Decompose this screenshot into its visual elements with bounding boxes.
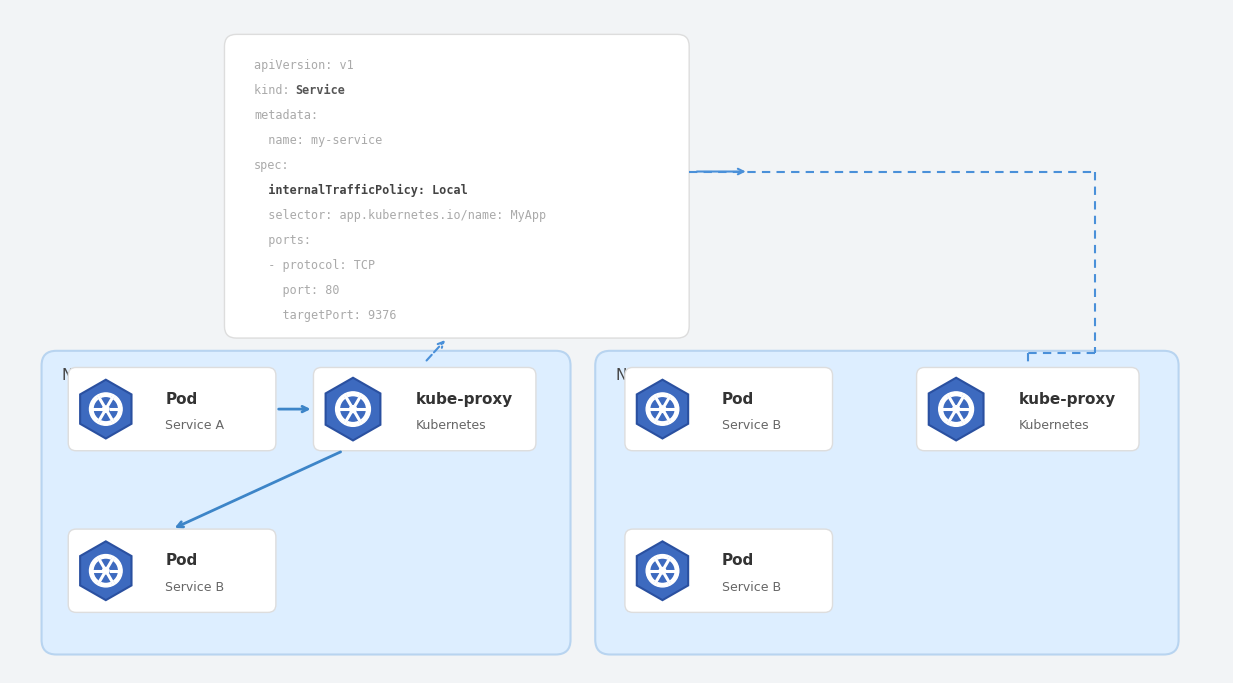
Circle shape (349, 405, 358, 413)
FancyBboxPatch shape (313, 367, 536, 451)
Circle shape (658, 567, 667, 575)
Circle shape (95, 559, 117, 582)
Polygon shape (636, 380, 688, 438)
Circle shape (349, 406, 356, 413)
Circle shape (90, 555, 122, 587)
Text: Pod: Pod (721, 392, 755, 407)
Polygon shape (80, 380, 132, 438)
FancyBboxPatch shape (916, 367, 1139, 451)
FancyBboxPatch shape (625, 529, 832, 613)
FancyBboxPatch shape (625, 367, 832, 451)
Text: metadata:: metadata: (254, 109, 318, 122)
Text: Service B: Service B (721, 419, 780, 432)
Circle shape (102, 406, 109, 413)
Text: Node: Node (62, 368, 101, 382)
Text: Service B: Service B (721, 581, 780, 594)
Polygon shape (326, 378, 381, 441)
FancyBboxPatch shape (42, 351, 571, 654)
Text: spec:: spec: (254, 159, 290, 172)
Circle shape (651, 559, 674, 582)
Text: Node: Node (615, 368, 655, 382)
Circle shape (95, 398, 117, 421)
Circle shape (944, 397, 968, 421)
Circle shape (102, 405, 110, 413)
Text: apiVersion: v1: apiVersion: v1 (254, 59, 354, 72)
Circle shape (337, 393, 369, 425)
Circle shape (647, 394, 677, 424)
Circle shape (647, 556, 677, 585)
Circle shape (953, 406, 959, 413)
Polygon shape (636, 542, 688, 600)
Text: port: 80: port: 80 (254, 284, 339, 297)
FancyBboxPatch shape (596, 351, 1179, 654)
Text: - protocol: TCP: - protocol: TCP (254, 259, 375, 272)
Text: kube-proxy: kube-proxy (1018, 392, 1116, 407)
Text: name: my-service: name: my-service (254, 134, 382, 147)
Circle shape (102, 567, 110, 575)
Text: Pod: Pod (721, 553, 755, 568)
Text: ports:: ports: (254, 234, 311, 247)
Circle shape (646, 555, 679, 587)
Text: Service A: Service A (165, 419, 224, 432)
Text: internalTrafficPolicy: Local: internalTrafficPolicy: Local (254, 184, 467, 197)
Circle shape (646, 393, 679, 426)
Circle shape (90, 393, 122, 426)
Text: targetPort: 9376: targetPort: 9376 (254, 309, 397, 322)
Circle shape (651, 398, 674, 421)
Polygon shape (928, 378, 984, 441)
Circle shape (940, 393, 972, 425)
FancyBboxPatch shape (68, 367, 276, 451)
Text: Service: Service (296, 84, 345, 97)
Circle shape (91, 394, 121, 424)
Circle shape (952, 405, 961, 413)
Text: kind:: kind: (254, 84, 297, 97)
Text: Kubernetes: Kubernetes (416, 419, 486, 432)
Circle shape (660, 406, 666, 413)
Text: Service B: Service B (165, 581, 224, 594)
Circle shape (102, 568, 109, 574)
Circle shape (340, 397, 365, 421)
Circle shape (658, 405, 667, 413)
Circle shape (335, 392, 370, 426)
Text: kube-proxy: kube-proxy (416, 392, 513, 407)
Polygon shape (80, 542, 132, 600)
Circle shape (91, 556, 121, 585)
Circle shape (660, 568, 666, 574)
FancyBboxPatch shape (68, 529, 276, 613)
Text: selector: app.kubernetes.io/name: MyApp: selector: app.kubernetes.io/name: MyApp (254, 209, 546, 222)
Text: Pod: Pod (165, 392, 197, 407)
Text: Kubernetes: Kubernetes (1018, 419, 1089, 432)
Text: Pod: Pod (165, 553, 197, 568)
FancyBboxPatch shape (224, 34, 689, 338)
Circle shape (938, 392, 974, 426)
